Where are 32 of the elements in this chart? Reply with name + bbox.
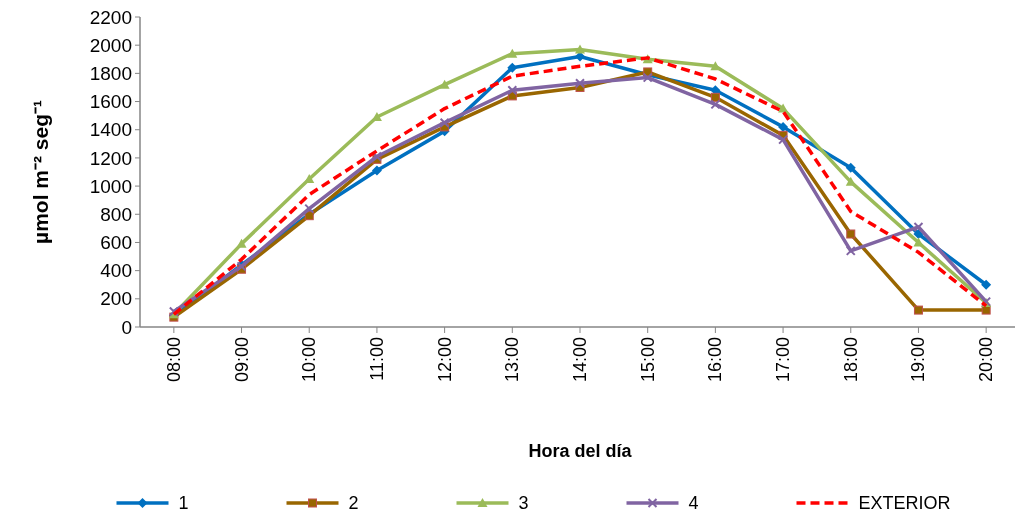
- y-tick-label: 200: [100, 288, 132, 310]
- x-tick-label: 13:00: [502, 337, 523, 383]
- x-tick-label: 14:00: [570, 337, 590, 383]
- legend-label: 1: [178, 493, 189, 514]
- y-tick-label: 0: [121, 316, 132, 338]
- y-tick-label: 600: [100, 232, 132, 254]
- y-tick-label: 2000: [89, 34, 132, 56]
- x-tick-label: 09:00: [231, 337, 252, 383]
- x-tick-label: 17:00: [773, 337, 794, 383]
- y-tick-label: 1200: [89, 147, 132, 169]
- y-tick-label: 1000: [89, 175, 132, 197]
- legend-label: 4: [688, 493, 699, 514]
- x-tick-label: 20:00: [976, 337, 997, 383]
- y-tick-label: 1600: [89, 91, 132, 113]
- y-tick-label: 400: [100, 260, 132, 282]
- legend-label: EXTERIOR: [858, 493, 951, 514]
- y-tick-label: 2200: [89, 6, 132, 28]
- x-tick-label: 16:00: [705, 337, 726, 383]
- y-axis-title: µmol m⁻² seg⁻¹: [29, 100, 52, 244]
- x-axis-title: Hora del día: [528, 441, 633, 461]
- x-tick-label: 10:00: [299, 337, 320, 383]
- x-tick-label: 18:00: [840, 337, 861, 383]
- x-tick-label: 15:00: [637, 337, 658, 383]
- x-tick-label: 11:00: [366, 337, 387, 381]
- x-tick-label: 19:00: [908, 337, 929, 383]
- legend-label: 2: [348, 493, 359, 514]
- y-tick-label: 1400: [89, 119, 132, 141]
- y-tick-label: 1800: [89, 63, 132, 85]
- legend-label: 3: [518, 493, 529, 514]
- y-tick-label: 800: [100, 203, 132, 225]
- x-tick-label: 12:00: [434, 337, 455, 383]
- x-tick-label: 08:00: [163, 337, 184, 383]
